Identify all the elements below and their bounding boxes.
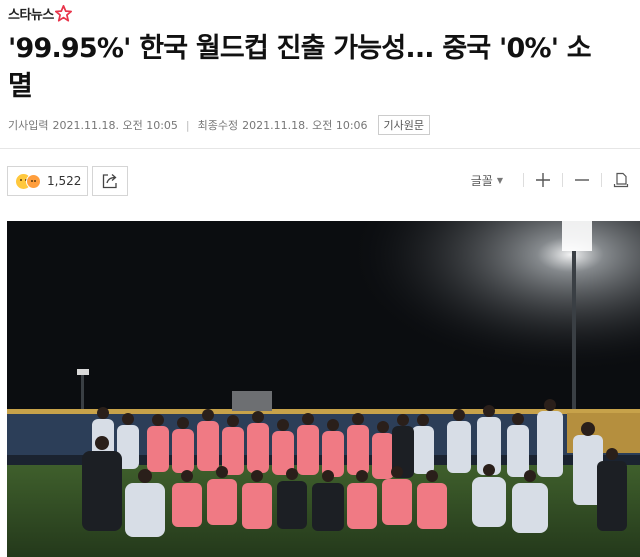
tool-divider <box>562 173 563 187</box>
share-button[interactable] <box>92 166 128 196</box>
original-article-button[interactable]: 기사원문 <box>377 115 431 135</box>
input-label: 기사입력 <box>8 119 49 132</box>
team-photo-illustration <box>7 221 640 557</box>
header-divider <box>0 148 640 149</box>
caret-down-icon[interactable]: ▼ <box>496 175 503 185</box>
team-photo <box>7 221 640 557</box>
share-icon <box>102 174 117 189</box>
meta-divider: | <box>185 118 190 132</box>
input-time: 2021.11.18. 오전 10:05 <box>52 119 178 132</box>
modified-label: 최종수정 <box>197 119 239 132</box>
brand-logo[interactable]: 스타뉴스 <box>8 2 72 24</box>
heart-eyes-emoji-icon <box>26 173 41 189</box>
article-headline: '99.95%' 한국 월드컵 진출 가능성... 중국 '0%' 소 멸 <box>8 30 634 106</box>
article-meta: 기사입력 2021.11.18. 오전 10:05 | 최종수정 2021.11… <box>8 115 431 135</box>
star-logo-icon <box>54 4 72 22</box>
headline-line-1: '99.95%' 한국 월드컵 진출 가능성... 중국 '0%' 소 <box>8 33 592 64</box>
brand-name: 스타뉴스 <box>8 7 54 23</box>
headline-line-2: 멸 <box>8 71 33 102</box>
tool-divider <box>601 173 602 187</box>
modified-time: 2021.11.18. 오전 10:06 <box>242 119 368 132</box>
minus-icon[interactable] <box>573 171 591 189</box>
plus-icon[interactable] <box>534 171 552 189</box>
font-label[interactable]: 글꼴 <box>470 173 493 188</box>
print-icon[interactable] <box>612 171 630 189</box>
reaction-count: 1,522 <box>47 174 82 188</box>
tool-divider <box>523 173 524 187</box>
reaction-button[interactable]: 1,522 <box>7 166 88 196</box>
article-tools: 글꼴 ▼ <box>471 170 630 190</box>
